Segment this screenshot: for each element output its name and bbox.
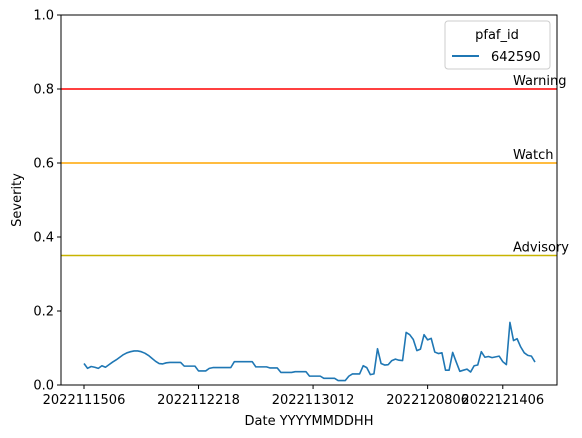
x-axis-label: Date YYYYMMDDHH — [245, 414, 374, 429]
y-tick-label: 1.0 — [33, 9, 54, 24]
y-tick-label: 0.2 — [33, 305, 54, 320]
y-tick-label: 0.4 — [33, 231, 54, 246]
legend-entry-642590: 642590 — [491, 50, 541, 65]
x-tick-label: 2022112218 — [157, 393, 240, 408]
series-layer — [83, 321, 536, 382]
legend: pfaf_id 642590 — [444, 20, 551, 70]
y-tick-label: 0.8 — [33, 83, 54, 98]
series-line-642590 — [83, 321, 536, 382]
y-axis: 0.0 0.2 0.4 0.6 0.8 1.0 — [33, 9, 61, 394]
threshold-label-watch: Watch — [513, 148, 553, 163]
plot-frame — [60, 14, 558, 386]
x-axis: 2022111506 2022112218 2022113012 2022120806… — [43, 385, 544, 408]
threshold-lines: Warning Watch Advisory — [61, 74, 569, 257]
x-tick-label: 2022120806 — [386, 393, 469, 408]
y-axis-label: Severity — [10, 173, 25, 227]
x-tick-label: 2022111506 — [43, 393, 126, 408]
legend-title: pfaf_id — [475, 28, 519, 43]
x-tick-label: 2022121406 — [461, 393, 544, 408]
y-tick-label: 0.6 — [33, 157, 54, 172]
y-tick-label: 0.0 — [33, 379, 54, 394]
x-tick-label: 2022113012 — [272, 393, 355, 408]
threshold-label-warning: Warning — [513, 74, 566, 89]
threshold-label-advisory: Advisory — [513, 241, 569, 256]
